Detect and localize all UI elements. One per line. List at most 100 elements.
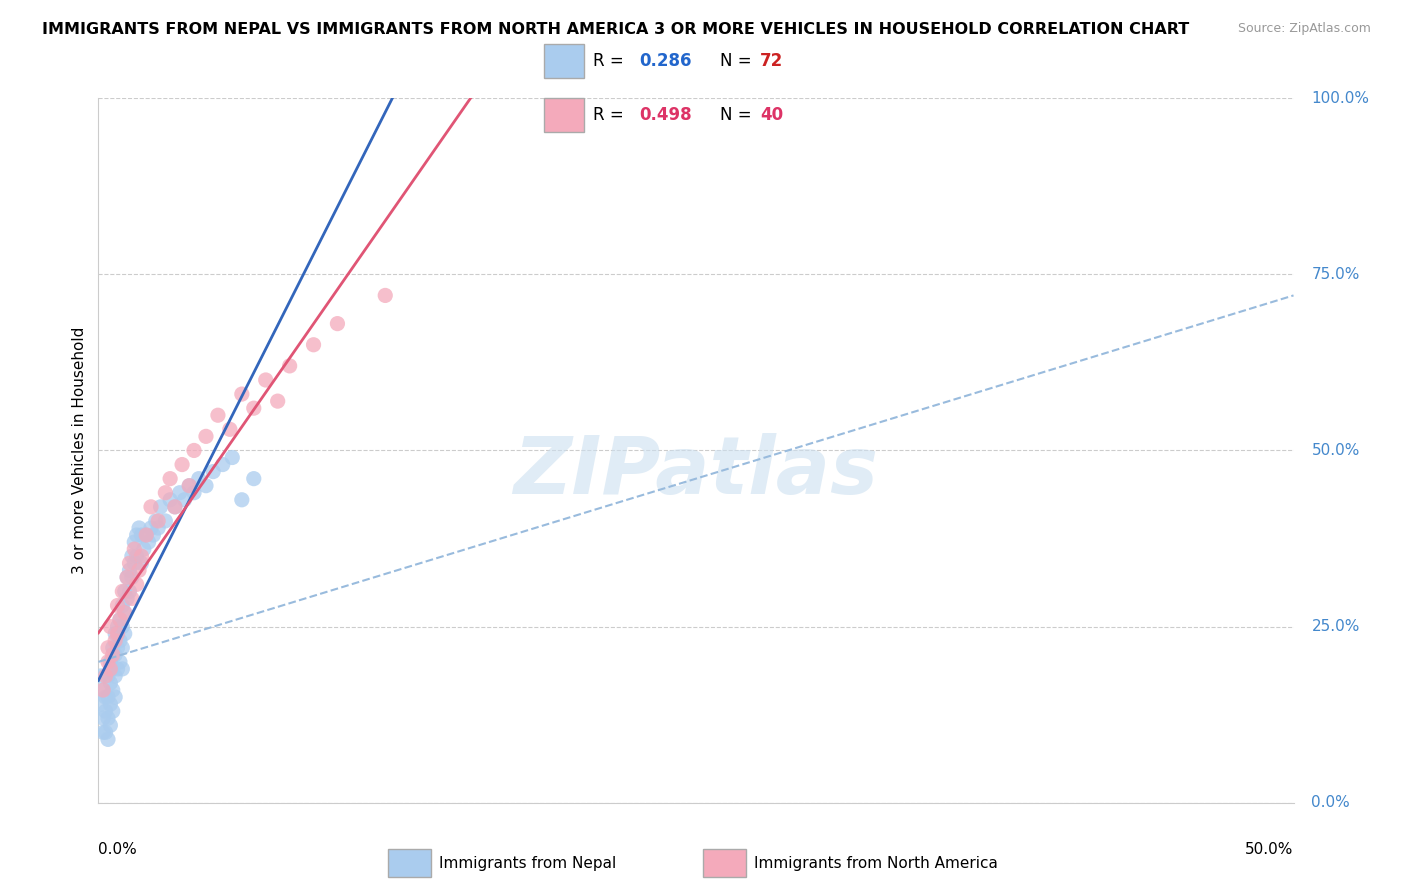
Point	[98, 655, 122, 669]
Point	[98, 619, 122, 633]
Point	[107, 662, 129, 676]
Point	[145, 514, 167, 528]
Point	[183, 443, 205, 458]
Point	[148, 514, 170, 528]
Text: 25.0%: 25.0%	[1312, 619, 1360, 634]
Point	[118, 584, 141, 599]
Text: 75.0%: 75.0%	[1312, 267, 1360, 282]
Point	[101, 662, 124, 676]
Point	[97, 690, 120, 705]
Point	[135, 528, 157, 542]
Point	[107, 619, 129, 633]
FancyBboxPatch shape	[544, 98, 583, 132]
Point	[90, 697, 112, 711]
Point	[94, 725, 117, 739]
Point	[302, 338, 325, 352]
Point	[155, 485, 177, 500]
Text: R =: R =	[593, 53, 628, 70]
Point	[163, 500, 186, 514]
Point	[98, 676, 122, 690]
Text: 0.498: 0.498	[640, 106, 692, 124]
Point	[125, 577, 148, 591]
Point	[114, 626, 136, 640]
Point	[104, 690, 127, 705]
Point	[115, 591, 138, 606]
Point	[114, 584, 136, 599]
Text: Immigrants from North America: Immigrants from North America	[754, 855, 998, 871]
Point	[231, 492, 253, 507]
Point	[148, 521, 170, 535]
Point	[97, 711, 120, 725]
Point	[104, 648, 127, 662]
Point	[111, 662, 134, 676]
Point	[195, 478, 218, 492]
Point	[94, 690, 117, 705]
Point	[91, 683, 114, 698]
Point	[98, 697, 122, 711]
Point	[108, 633, 131, 648]
Point	[97, 732, 120, 747]
Text: N =: N =	[720, 53, 756, 70]
Point	[121, 570, 143, 584]
Point	[104, 626, 127, 640]
Point	[179, 478, 201, 492]
Point	[131, 549, 153, 564]
Point	[187, 472, 209, 486]
Point	[149, 500, 172, 514]
Point	[91, 711, 114, 725]
FancyBboxPatch shape	[703, 849, 747, 877]
Point	[125, 528, 148, 542]
Point	[124, 556, 146, 570]
Point	[97, 669, 120, 683]
Text: 72: 72	[761, 53, 783, 70]
Point	[155, 514, 177, 528]
Text: 0.0%: 0.0%	[98, 841, 138, 856]
Point	[101, 704, 124, 718]
Point	[142, 528, 165, 542]
Point	[139, 521, 162, 535]
Point	[91, 683, 114, 698]
Text: IMMIGRANTS FROM NEPAL VS IMMIGRANTS FROM NORTH AMERICA 3 OR MORE VEHICLES IN HOU: IMMIGRANTS FROM NEPAL VS IMMIGRANTS FROM…	[42, 22, 1189, 37]
Point	[111, 599, 134, 613]
Point	[91, 725, 114, 739]
Point	[107, 640, 129, 655]
Text: 0.286: 0.286	[640, 53, 692, 70]
Point	[108, 613, 131, 627]
Point	[195, 429, 218, 443]
Point	[124, 542, 146, 557]
Point	[138, 535, 160, 549]
Point	[111, 640, 134, 655]
Point	[94, 669, 117, 683]
Point	[107, 626, 129, 640]
Point	[131, 556, 153, 570]
Point	[121, 591, 143, 606]
Point	[124, 535, 146, 549]
Point	[104, 633, 127, 648]
Point	[121, 549, 143, 564]
Point	[231, 387, 253, 401]
Point	[169, 485, 191, 500]
Point	[98, 662, 122, 676]
Point	[111, 619, 134, 633]
Point	[163, 500, 186, 514]
Text: 0.0%: 0.0%	[1312, 796, 1350, 810]
Point	[139, 500, 162, 514]
Point	[159, 472, 181, 486]
Point	[115, 570, 138, 584]
Point	[135, 528, 157, 542]
Point	[221, 450, 243, 465]
Point	[159, 492, 181, 507]
Point	[101, 640, 124, 655]
Text: ZIPatlas: ZIPatlas	[513, 433, 879, 510]
Point	[128, 563, 150, 577]
Point	[125, 549, 148, 564]
Point	[172, 458, 194, 472]
Text: 40: 40	[761, 106, 783, 124]
Text: Immigrants from Nepal: Immigrants from Nepal	[439, 855, 616, 871]
Point	[202, 465, 225, 479]
Text: Source: ZipAtlas.com: Source: ZipAtlas.com	[1237, 22, 1371, 36]
Point	[132, 542, 155, 557]
Point	[374, 288, 396, 302]
Point	[101, 683, 124, 698]
Text: R =: R =	[593, 106, 628, 124]
